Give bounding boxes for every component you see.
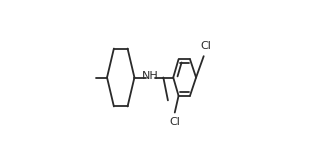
- Text: Cl: Cl: [169, 117, 180, 127]
- Text: NH: NH: [142, 71, 159, 81]
- Text: Cl: Cl: [201, 41, 211, 51]
